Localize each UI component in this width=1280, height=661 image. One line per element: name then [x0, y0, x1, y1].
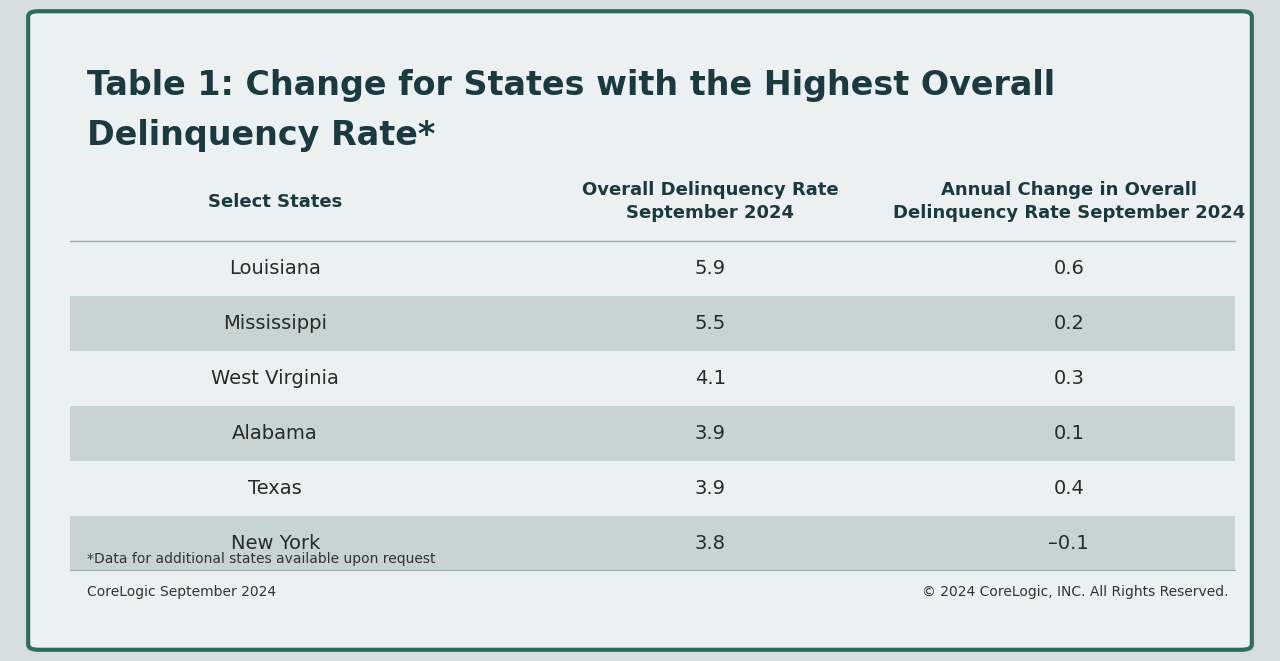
Text: CoreLogic September 2024: CoreLogic September 2024 — [87, 584, 276, 599]
Bar — [70, 351, 1235, 406]
Bar — [70, 406, 1235, 461]
Text: Select States: Select States — [209, 192, 342, 211]
Bar — [70, 461, 1235, 516]
FancyBboxPatch shape — [28, 11, 1252, 650]
Text: Table 1: Change for States with the Highest Overall: Table 1: Change for States with the High… — [87, 69, 1055, 102]
Text: New York: New York — [230, 533, 320, 553]
Text: 3.9: 3.9 — [695, 424, 726, 443]
Text: © 2024 CoreLogic, INC. All Rights Reserved.: © 2024 CoreLogic, INC. All Rights Reserv… — [923, 584, 1229, 599]
Text: Alabama: Alabama — [233, 424, 317, 443]
Text: 5.5: 5.5 — [695, 314, 726, 333]
Text: Louisiana: Louisiana — [229, 259, 321, 278]
Text: 0.3: 0.3 — [1053, 369, 1084, 388]
Text: Delinquency Rate*: Delinquency Rate* — [87, 119, 435, 152]
Text: *Data for additional states available upon request: *Data for additional states available up… — [87, 551, 435, 566]
Text: Mississippi: Mississippi — [223, 314, 328, 333]
Text: 0.1: 0.1 — [1053, 424, 1084, 443]
Text: 0.2: 0.2 — [1053, 314, 1084, 333]
Text: 3.9: 3.9 — [695, 479, 726, 498]
Text: Texas: Texas — [248, 479, 302, 498]
Text: 0.6: 0.6 — [1053, 259, 1084, 278]
Text: Overall Delinquency Rate
September 2024: Overall Delinquency Rate September 2024 — [582, 181, 838, 222]
Bar — [70, 296, 1235, 351]
Text: 0.4: 0.4 — [1053, 479, 1084, 498]
Text: 5.9: 5.9 — [695, 259, 726, 278]
Bar — [70, 241, 1235, 296]
Text: 4.1: 4.1 — [695, 369, 726, 388]
Text: West Virginia: West Virginia — [211, 369, 339, 388]
Bar — [70, 516, 1235, 570]
Text: –0.1: –0.1 — [1048, 533, 1089, 553]
Text: 3.8: 3.8 — [695, 533, 726, 553]
Text: Annual Change in Overall
Delinquency Rate September 2024: Annual Change in Overall Delinquency Rat… — [892, 181, 1245, 222]
